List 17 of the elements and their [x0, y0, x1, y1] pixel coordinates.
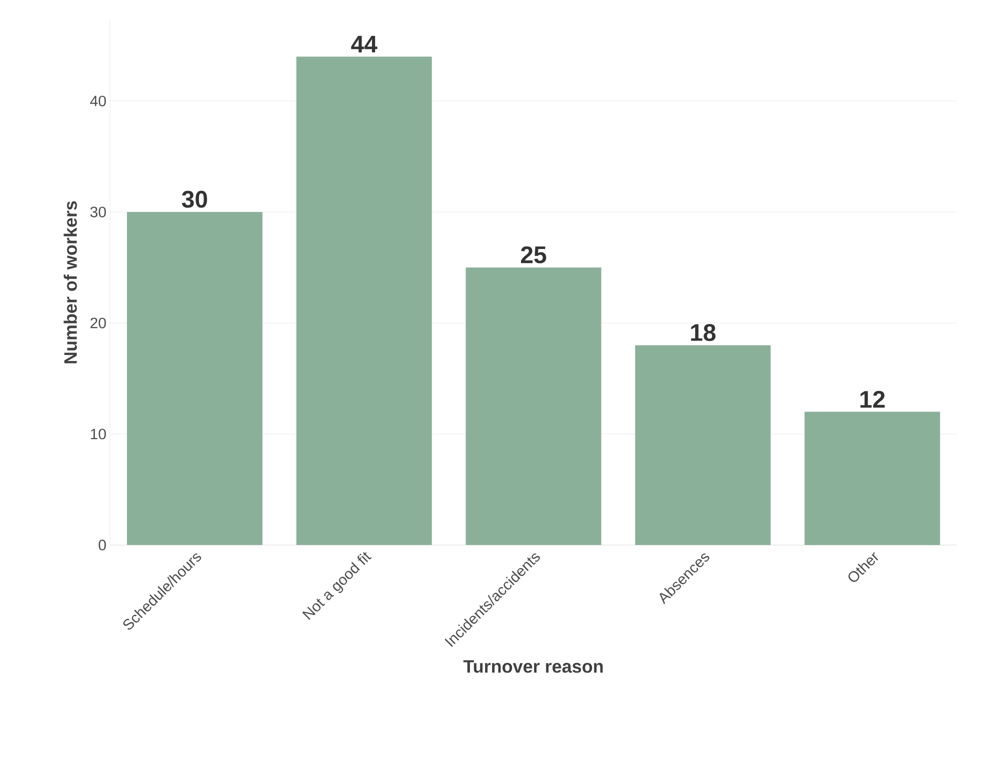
bar	[804, 412, 940, 545]
y-tick-label: 10	[90, 428, 106, 440]
data-label: 44	[351, 36, 378, 52]
data-label: 30	[182, 190, 208, 208]
y-tick-label: 0	[98, 540, 106, 550]
y-tick-label: 40	[90, 96, 106, 106]
data-label: 25	[520, 246, 546, 264]
y-tick-label: 20	[90, 318, 106, 328]
data-label: 12	[860, 390, 885, 408]
bar	[126, 212, 262, 545]
data-label: 18	[691, 324, 716, 342]
bar	[296, 56, 432, 545]
bar	[635, 345, 771, 545]
bar	[466, 268, 602, 545]
y-tick-label: 30	[90, 206, 106, 218]
y-axis-title: Number of workers	[64, 201, 77, 364]
x-axis-title: Turnover reason	[463, 660, 603, 673]
